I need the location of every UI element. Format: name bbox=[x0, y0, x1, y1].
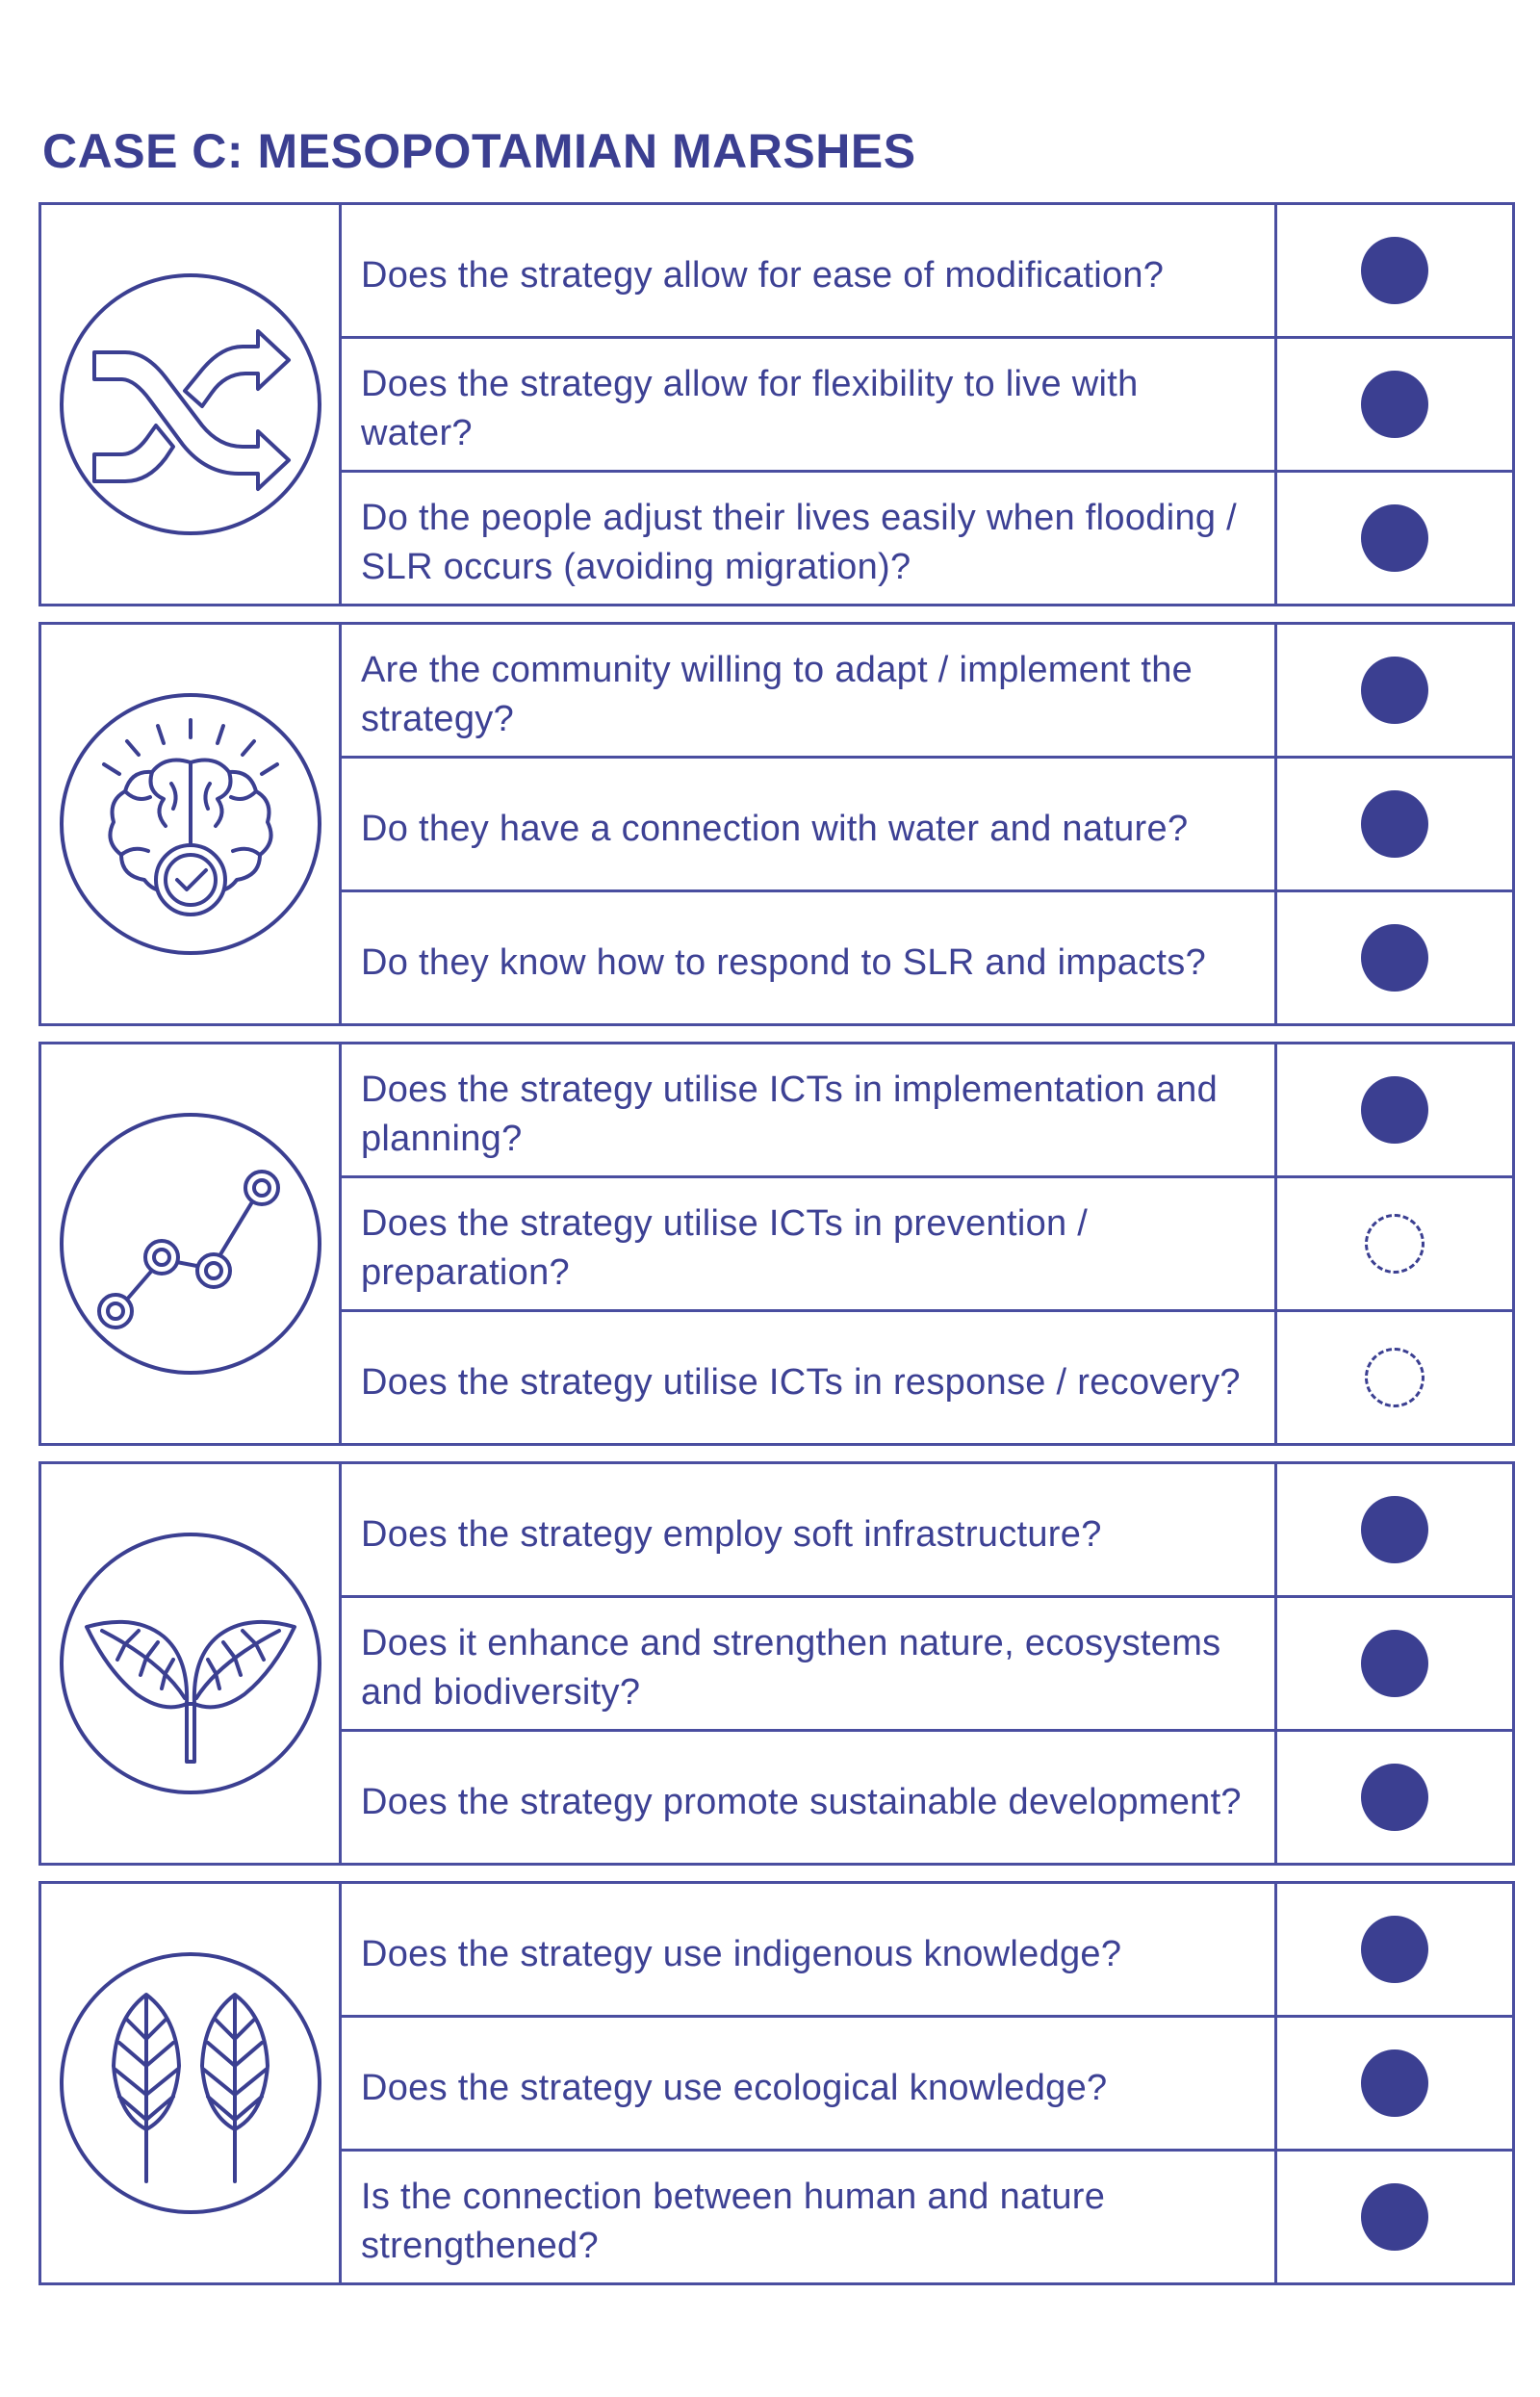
question-text: Does the strategy promote sustainable de… bbox=[342, 1732, 1277, 1863]
status-cell bbox=[1277, 2152, 1512, 2282]
brain-check-icon bbox=[59, 693, 321, 955]
filled-circle-icon bbox=[1361, 1764, 1428, 1831]
question-text: Is the connection between human and natu… bbox=[342, 2152, 1277, 2282]
status-cell bbox=[1277, 1884, 1512, 2015]
table-row: Is the connection between human and natu… bbox=[342, 2152, 1512, 2282]
question-text: Do they know how to respond to SLR and i… bbox=[342, 892, 1277, 1023]
table-row: Does the strategy allow for ease of modi… bbox=[342, 205, 1512, 339]
table-row: Are the community willing to adapt / imp… bbox=[342, 625, 1512, 759]
icon-cell bbox=[41, 1884, 342, 2282]
rows: Does the strategy employ soft infrastruc… bbox=[342, 1464, 1512, 1863]
table-row: Do they have a connection with water and… bbox=[342, 759, 1512, 892]
status-cell bbox=[1277, 473, 1512, 604]
filled-circle-icon bbox=[1361, 371, 1428, 438]
criteria-group-flexibility: Does the strategy allow for ease of modi… bbox=[38, 202, 1515, 606]
filled-circle-icon bbox=[1361, 1916, 1428, 1983]
status-cell bbox=[1277, 1732, 1512, 1863]
status-cell bbox=[1277, 1044, 1512, 1175]
filled-circle-icon bbox=[1361, 2049, 1428, 2117]
question-text: Does the strategy allow for flexibility … bbox=[342, 339, 1277, 470]
status-cell bbox=[1277, 892, 1512, 1023]
table-row: Does the strategy utilise ICTs in preven… bbox=[342, 1178, 1512, 1312]
icon-cell bbox=[41, 625, 342, 1023]
question-text: Does the strategy utilise ICTs in preven… bbox=[342, 1178, 1277, 1309]
status-cell bbox=[1277, 1598, 1512, 1729]
question-text: Does it enhance and strengthen nature, e… bbox=[342, 1598, 1277, 1729]
question-text: Are the community willing to adapt / imp… bbox=[342, 625, 1277, 756]
shuffle-arrows-icon bbox=[59, 273, 321, 535]
table-row: Does the strategy utilise ICTs in implem… bbox=[342, 1044, 1512, 1178]
rows: Does the strategy use indigenous knowled… bbox=[342, 1884, 1512, 2282]
filled-circle-icon bbox=[1361, 790, 1428, 858]
criteria-group-community: Are the community willing to adapt / imp… bbox=[38, 622, 1515, 1026]
question-text: Does the strategy utilise ICTs in implem… bbox=[342, 1044, 1277, 1175]
table-row: Do the people adjust their lives easily … bbox=[342, 473, 1512, 604]
status-cell bbox=[1277, 759, 1512, 889]
rows: Does the strategy allow for ease of modi… bbox=[342, 205, 1512, 604]
wheat-icon bbox=[59, 1952, 321, 2214]
page-title: CASE C: MESOPOTAMIAN MARSHES bbox=[42, 124, 916, 178]
table-row: Does the strategy use indigenous knowled… bbox=[342, 1884, 1512, 2018]
rows: Are the community willing to adapt / imp… bbox=[342, 625, 1512, 1023]
filled-circle-icon bbox=[1361, 1076, 1428, 1144]
filled-circle-icon bbox=[1361, 1630, 1428, 1697]
table-row: Does the strategy use ecological knowled… bbox=[342, 2018, 1512, 2152]
icon-cell bbox=[41, 205, 342, 604]
filled-circle-icon bbox=[1361, 237, 1428, 304]
status-cell bbox=[1277, 1178, 1512, 1309]
line-graph-icon bbox=[59, 1113, 321, 1375]
criteria-group-nature: Does the strategy employ soft infrastruc… bbox=[38, 1461, 1515, 1866]
filled-circle-icon bbox=[1361, 924, 1428, 992]
status-cell bbox=[1277, 625, 1512, 756]
table-row: Does the strategy allow for flexibility … bbox=[342, 339, 1512, 473]
table-row: Does the strategy employ soft infrastruc… bbox=[342, 1464, 1512, 1598]
filled-circle-icon bbox=[1361, 2183, 1428, 2251]
dashed-circle-icon bbox=[1365, 1214, 1424, 1274]
filled-circle-icon bbox=[1361, 657, 1428, 724]
icon-cell bbox=[41, 1044, 342, 1443]
table-row: Does it enhance and strengthen nature, e… bbox=[342, 1598, 1512, 1732]
criteria-group-ict: Does the strategy utilise ICTs in implem… bbox=[38, 1042, 1515, 1446]
question-text: Do the people adjust their lives easily … bbox=[342, 473, 1277, 604]
filled-circle-icon bbox=[1361, 504, 1428, 572]
table-row: Do they know how to respond to SLR and i… bbox=[342, 892, 1512, 1023]
status-cell bbox=[1277, 339, 1512, 470]
question-text: Do they have a connection with water and… bbox=[342, 759, 1277, 889]
question-text: Does the strategy employ soft infrastruc… bbox=[342, 1464, 1277, 1595]
table-row: Does the strategy utilise ICTs in respon… bbox=[342, 1312, 1512, 1443]
status-cell bbox=[1277, 205, 1512, 336]
icon-cell bbox=[41, 1464, 342, 1863]
criteria-group-knowledge: Does the strategy use indigenous knowled… bbox=[38, 1881, 1515, 2285]
question-text: Does the strategy allow for ease of modi… bbox=[342, 205, 1277, 336]
dashed-circle-icon bbox=[1365, 1348, 1424, 1407]
status-cell bbox=[1277, 2018, 1512, 2149]
question-text: Does the strategy use ecological knowled… bbox=[342, 2018, 1277, 2149]
status-cell bbox=[1277, 1464, 1512, 1595]
question-text: Does the strategy utilise ICTs in respon… bbox=[342, 1312, 1277, 1443]
question-text: Does the strategy use indigenous knowled… bbox=[342, 1884, 1277, 2015]
filled-circle-icon bbox=[1361, 1496, 1428, 1563]
rows: Does the strategy utilise ICTs in implem… bbox=[342, 1044, 1512, 1443]
sprout-leaves-icon bbox=[59, 1533, 321, 1794]
table-row: Does the strategy promote sustainable de… bbox=[342, 1732, 1512, 1863]
status-cell bbox=[1277, 1312, 1512, 1443]
